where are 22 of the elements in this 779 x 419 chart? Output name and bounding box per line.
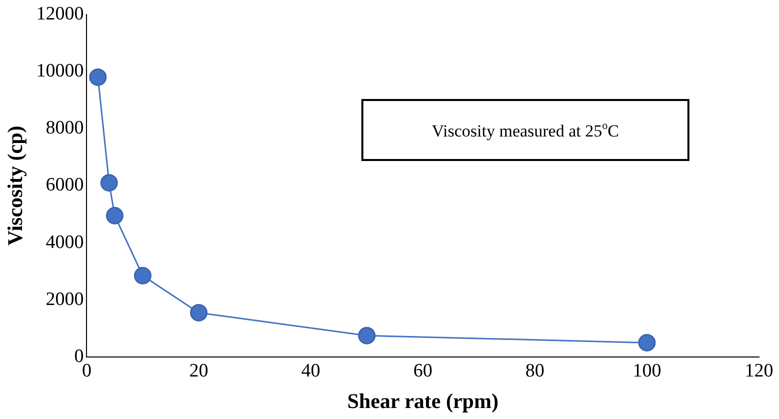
- y-tick-label: 4000: [46, 232, 84, 253]
- y-tick-label: 10000: [36, 60, 84, 82]
- x-tick-label: 100: [632, 360, 662, 382]
- x-tick-label: 40: [301, 360, 320, 382]
- y-tick-label: 6000: [46, 174, 84, 196]
- point: [100, 174, 118, 192]
- y-tick-label: 8000: [46, 118, 84, 139]
- point: [358, 326, 376, 344]
- x-tick-label: 80: [525, 360, 544, 382]
- point: [134, 266, 152, 284]
- x-axis-title: Shear rate (rpm): [347, 388, 498, 413]
- point: [190, 304, 208, 322]
- x-tick-label: 20: [189, 360, 208, 382]
- point: [638, 334, 656, 352]
- y-tick-label: 0: [74, 346, 84, 367]
- x-tick-label: 120: [744, 360, 774, 382]
- point: [89, 68, 107, 86]
- point: [106, 206, 124, 224]
- y-tick-label: 2000: [46, 288, 84, 310]
- y-tick-label: 12000: [36, 3, 84, 24]
- x-tick-label: 60: [413, 360, 432, 382]
- y-axis-title: Viscosity (cp): [3, 126, 28, 246]
